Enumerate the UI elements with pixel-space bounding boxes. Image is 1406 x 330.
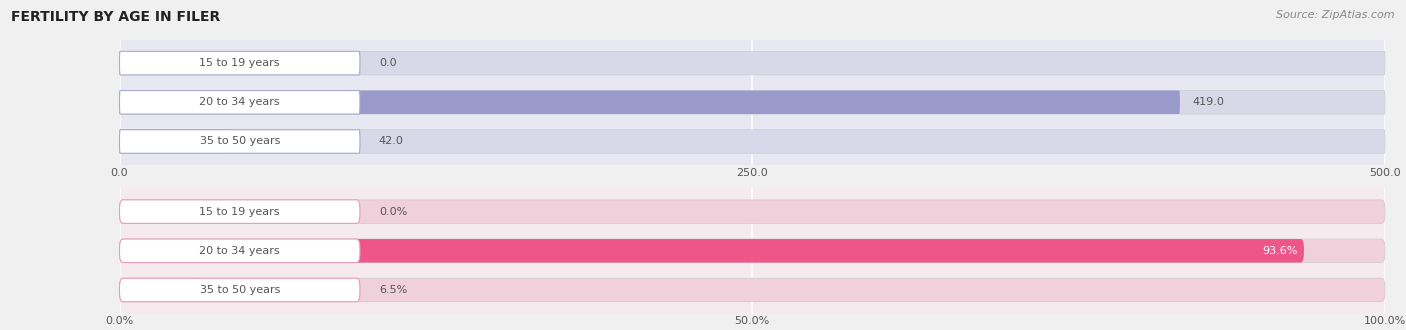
Text: 35 to 50 years: 35 to 50 years bbox=[200, 285, 280, 295]
FancyBboxPatch shape bbox=[120, 200, 1385, 223]
FancyBboxPatch shape bbox=[120, 90, 360, 114]
FancyBboxPatch shape bbox=[120, 239, 1303, 263]
FancyBboxPatch shape bbox=[120, 51, 360, 75]
Text: 20 to 34 years: 20 to 34 years bbox=[200, 97, 280, 107]
FancyBboxPatch shape bbox=[120, 278, 360, 302]
FancyBboxPatch shape bbox=[120, 200, 360, 223]
FancyBboxPatch shape bbox=[120, 90, 1385, 114]
Text: FERTILITY BY AGE IN FILER: FERTILITY BY AGE IN FILER bbox=[11, 10, 221, 24]
Text: 42.0: 42.0 bbox=[380, 137, 404, 147]
FancyBboxPatch shape bbox=[120, 130, 1385, 153]
FancyBboxPatch shape bbox=[120, 239, 1385, 263]
FancyBboxPatch shape bbox=[120, 239, 360, 263]
Text: 35 to 50 years: 35 to 50 years bbox=[200, 137, 280, 147]
Text: 20 to 34 years: 20 to 34 years bbox=[200, 246, 280, 256]
Text: 15 to 19 years: 15 to 19 years bbox=[200, 207, 280, 216]
FancyBboxPatch shape bbox=[120, 90, 1180, 114]
Text: 93.6%: 93.6% bbox=[1263, 246, 1298, 256]
FancyBboxPatch shape bbox=[120, 130, 360, 153]
FancyBboxPatch shape bbox=[120, 130, 226, 153]
Text: 6.5%: 6.5% bbox=[380, 285, 408, 295]
Text: 0.0%: 0.0% bbox=[380, 207, 408, 216]
FancyBboxPatch shape bbox=[120, 278, 1385, 302]
Text: 15 to 19 years: 15 to 19 years bbox=[200, 58, 280, 68]
Text: 0.0: 0.0 bbox=[380, 58, 396, 68]
Text: Source: ZipAtlas.com: Source: ZipAtlas.com bbox=[1277, 10, 1395, 20]
FancyBboxPatch shape bbox=[120, 51, 1385, 75]
FancyBboxPatch shape bbox=[120, 278, 202, 302]
Text: 419.0: 419.0 bbox=[1192, 97, 1225, 107]
